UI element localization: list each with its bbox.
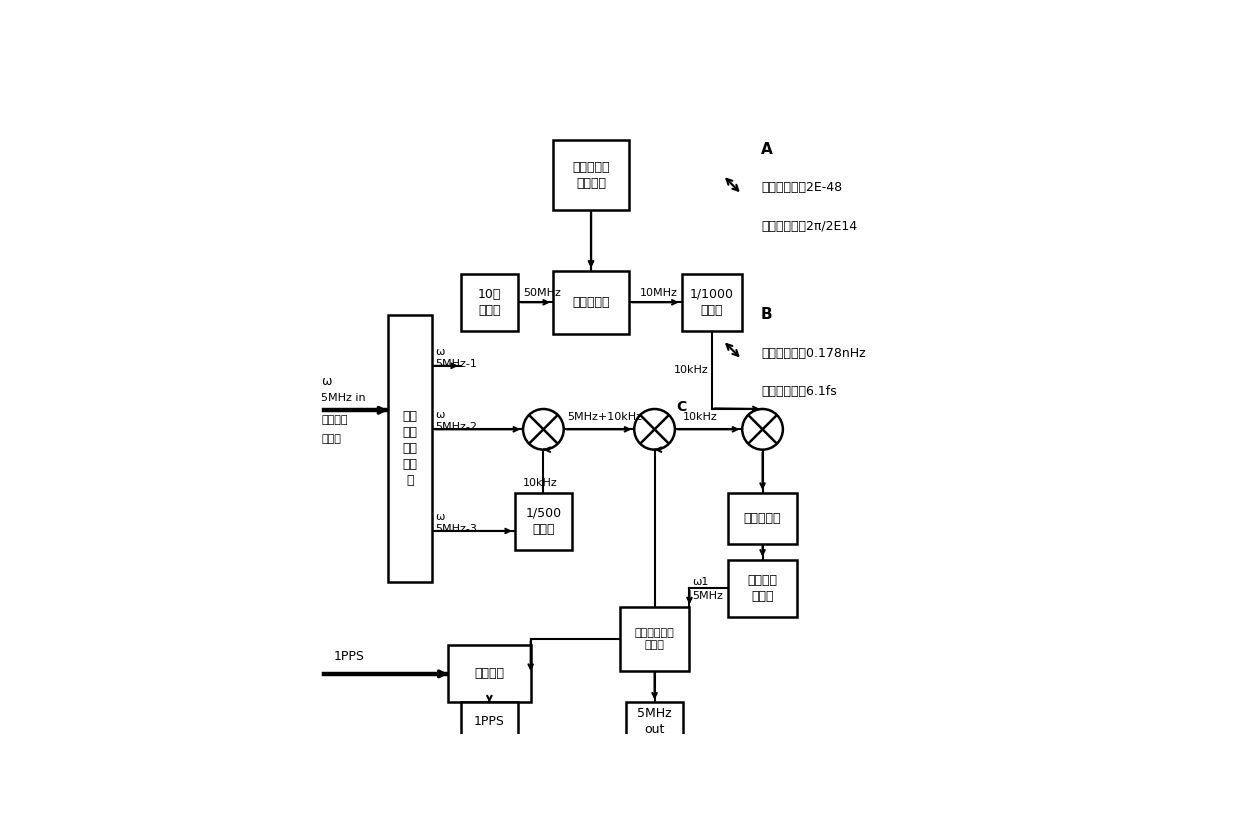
Text: ω: ω — [435, 512, 445, 522]
Text: 频率分辨力：0.178nHz: 频率分辨力：0.178nHz — [761, 346, 866, 360]
Circle shape — [634, 409, 675, 450]
Text: 5MHz in: 5MHz in — [321, 393, 366, 403]
Text: 相位分辨力：6.1fs: 相位分辨力：6.1fs — [761, 384, 837, 398]
Text: 10kHz: 10kHz — [683, 412, 718, 422]
Text: 频率和相位
控制信息: 频率和相位 控制信息 — [573, 161, 610, 190]
Text: B: B — [761, 308, 773, 323]
Text: 频率分辨力：2E-48: 频率分辨力：2E-48 — [761, 182, 842, 195]
Bar — [728, 559, 797, 617]
Text: 5MHz
out: 5MHz out — [637, 707, 672, 736]
Text: 频率综合器: 频率综合器 — [573, 296, 610, 309]
Circle shape — [523, 409, 564, 450]
Text: 高频晶体
振荡器: 高频晶体 振荡器 — [748, 573, 777, 602]
Text: A: A — [761, 143, 773, 158]
Text: 10MHz: 10MHz — [640, 288, 677, 298]
Text: ω1: ω1 — [693, 577, 709, 587]
Text: 5MHz-3: 5MHz-3 — [435, 524, 477, 534]
Bar — [620, 607, 689, 671]
Text: 5MHz-2: 5MHz-2 — [435, 422, 477, 432]
Text: 第一
隔离
分配
放大
器: 第一 隔离 分配 放大 器 — [403, 410, 418, 487]
Text: C: C — [676, 400, 687, 414]
Text: 同步模块: 同步模块 — [475, 667, 505, 681]
Text: 10倍
倍频器: 10倍 倍频器 — [477, 288, 501, 317]
Text: ω: ω — [435, 410, 445, 421]
Text: 5MHz: 5MHz — [693, 591, 724, 601]
Text: 相位分辨力：2π/2E14: 相位分辨力：2π/2E14 — [761, 219, 857, 233]
Text: 环路滤波器: 环路滤波器 — [744, 512, 781, 525]
Text: ω: ω — [321, 375, 331, 389]
Bar — [388, 315, 433, 582]
Text: 10kHz: 10kHz — [673, 365, 708, 375]
Bar — [515, 493, 572, 550]
Text: 1/1000
分频器: 1/1000 分频器 — [689, 288, 734, 317]
Bar — [461, 703, 518, 741]
Circle shape — [743, 409, 782, 450]
Text: 参考信号: 参考信号 — [321, 415, 347, 425]
Text: ω: ω — [435, 346, 445, 357]
Text: 1PPS: 1PPS — [334, 649, 365, 662]
Text: 1PPS: 1PPS — [474, 715, 505, 728]
Bar — [682, 274, 742, 331]
Text: 10kHz: 10kHz — [523, 478, 558, 488]
Bar — [728, 493, 797, 544]
Text: 第一隔离分配
放大器: 第一隔离分配 放大器 — [635, 628, 675, 650]
Bar — [448, 645, 531, 703]
Text: 1/500
分频器: 1/500 分频器 — [526, 507, 562, 536]
Bar — [553, 140, 629, 210]
Bar — [461, 274, 518, 331]
Text: 5MHz+10kHz: 5MHz+10kHz — [567, 412, 642, 422]
Bar — [626, 703, 683, 741]
Text: 50MHz: 50MHz — [523, 288, 560, 298]
Bar — [553, 271, 629, 334]
Text: 5MHz-1: 5MHz-1 — [435, 359, 477, 369]
Text: 输入端: 输入端 — [321, 434, 341, 444]
